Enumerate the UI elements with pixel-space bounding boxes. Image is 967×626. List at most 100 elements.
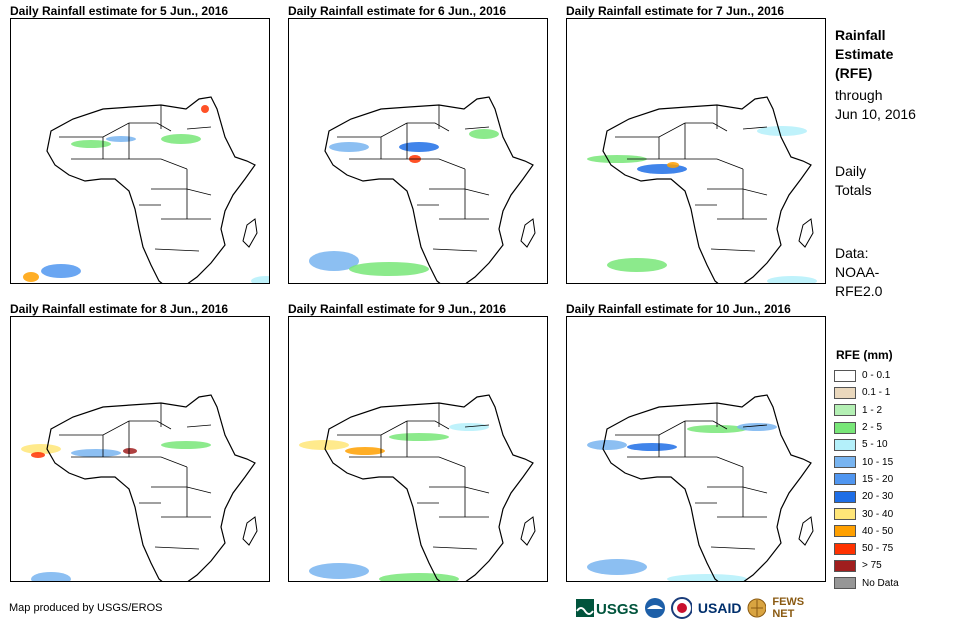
usgs-logo-icon: USGS	[576, 599, 638, 618]
country-border	[687, 158, 744, 170]
usaid-logo-text: USAID	[697, 600, 742, 616]
legend-title: RFE (mm)	[836, 348, 893, 362]
panel-title: Daily Rainfall estimate for 6 Jun., 2016	[288, 4, 507, 18]
sidebar-title-line: (RFE)	[835, 65, 873, 81]
legend-item: 0 - 0.1	[834, 367, 899, 384]
legend-item: 2 - 5	[834, 419, 899, 436]
rainfall-area	[757, 126, 807, 136]
country-border	[59, 420, 130, 436]
legend-item: 20 - 30	[834, 488, 899, 505]
legend-label: 2 - 5	[862, 422, 883, 434]
country-border	[151, 486, 212, 494]
sidebar-title-line: Rainfall	[835, 27, 886, 43]
country-border	[464, 424, 490, 428]
africa-map	[566, 18, 826, 284]
rainfall-area	[161, 441, 211, 449]
country-border	[151, 188, 212, 196]
noaa-logo-icon	[645, 598, 666, 618]
country-border	[615, 122, 686, 138]
legend-label: > 75	[862, 560, 882, 572]
country-border	[186, 126, 212, 130]
country-border	[707, 486, 768, 494]
panel-title: Daily Rainfall estimate for 5 Jun., 2016	[10, 4, 229, 18]
rainfall-area	[349, 262, 429, 276]
rainfall-area	[21, 444, 61, 454]
africa-map	[288, 18, 548, 284]
rainfall-area	[31, 452, 45, 458]
map-canvas	[21, 394, 258, 581]
rainfall-area	[329, 142, 369, 152]
country-border	[407, 122, 450, 132]
africa-map	[10, 18, 270, 284]
map-credit: Map produced by USGS/EROS	[9, 602, 163, 614]
rainfall-area	[161, 134, 201, 144]
madagascar-outline	[798, 218, 814, 248]
usgs-logo-text: USGS	[596, 601, 638, 618]
legend-item: 5 - 10	[834, 436, 899, 453]
data-line: RFE2.0	[835, 283, 883, 299]
map-panel-1: Daily Rainfall estimate for 5 Jun., 2016	[8, 2, 270, 292]
map-canvas	[23, 96, 269, 283]
map-panel-3: Daily Rainfall estimate for 7 Jun., 2016	[564, 2, 826, 292]
legend-item: 0.1 - 1	[834, 384, 899, 401]
madagascar-outline	[242, 218, 258, 248]
data-line: Data:	[835, 245, 869, 261]
data-source-text: Data: NOAA- RFE2.0	[835, 244, 882, 301]
legend-label: 40 - 50	[862, 525, 894, 537]
legend-swatch	[834, 456, 856, 469]
map-panel-2: Daily Rainfall estimate for 6 Jun., 2016	[286, 2, 548, 292]
panel-title: Daily Rainfall estimate for 9 Jun., 2016	[288, 302, 507, 316]
rainfall-area	[71, 140, 111, 148]
country-border	[337, 420, 408, 436]
africa-coastline	[602, 394, 812, 581]
rainfall-area	[106, 136, 136, 142]
panel-title: Daily Rainfall estimate for 7 Jun., 2016	[566, 4, 785, 18]
country-border	[710, 248, 756, 252]
daily-totals-text: Daily Totals	[835, 162, 872, 200]
legend-swatch	[834, 525, 856, 538]
rainfall-area	[123, 448, 137, 454]
through-label: through	[835, 87, 883, 103]
rainfall-area	[767, 276, 817, 283]
rainfall-area	[31, 572, 71, 581]
rainfall-area	[309, 563, 369, 579]
legend-label: 0.1 - 1	[862, 387, 891, 399]
legend-swatch	[834, 386, 856, 399]
rainfall-area	[71, 449, 121, 457]
legend-swatch	[834, 404, 856, 417]
fewsnet-logo-text: FEWS NET	[772, 596, 805, 620]
legend-label: No Data	[862, 577, 899, 589]
sidebar-title: Rainfall Estimate (RFE)	[835, 26, 893, 83]
rainfall-area	[587, 559, 647, 575]
africa-coastline	[602, 96, 812, 283]
country-border	[407, 420, 450, 430]
rainfall-area	[637, 164, 687, 174]
legend-item: 50 - 75	[834, 540, 899, 557]
map-canvas	[299, 394, 536, 581]
legend-swatch	[834, 421, 856, 434]
rainfall-area	[687, 425, 747, 433]
map-panel-6: Daily Rainfall estimate for 10 Jun., 201…	[564, 300, 826, 590]
legend-swatch	[834, 438, 856, 451]
legend-item: 1 - 2	[834, 402, 899, 419]
africa-map	[288, 316, 548, 582]
country-border	[685, 122, 728, 132]
usaid-seal-icon	[671, 597, 692, 619]
country-border	[707, 188, 768, 196]
legend-label: 20 - 30	[862, 491, 894, 503]
africa-coastline	[324, 394, 534, 581]
fewsnet-globe-icon	[747, 598, 767, 618]
madagascar-outline	[520, 516, 536, 546]
africa-coastline	[46, 96, 256, 283]
africa-coastline	[46, 394, 256, 581]
legend-label: 5 - 10	[862, 439, 888, 451]
legend-item: 40 - 50	[834, 523, 899, 540]
legend-item: > 75	[834, 557, 899, 574]
legend-item: 15 - 20	[834, 471, 899, 488]
country-border	[742, 126, 768, 130]
rainfall-area	[299, 440, 349, 450]
country-border	[154, 546, 200, 550]
legend-swatch	[834, 542, 856, 555]
legend-label: 15 - 20	[862, 473, 894, 485]
legend-label: 0 - 0.1	[862, 370, 891, 382]
